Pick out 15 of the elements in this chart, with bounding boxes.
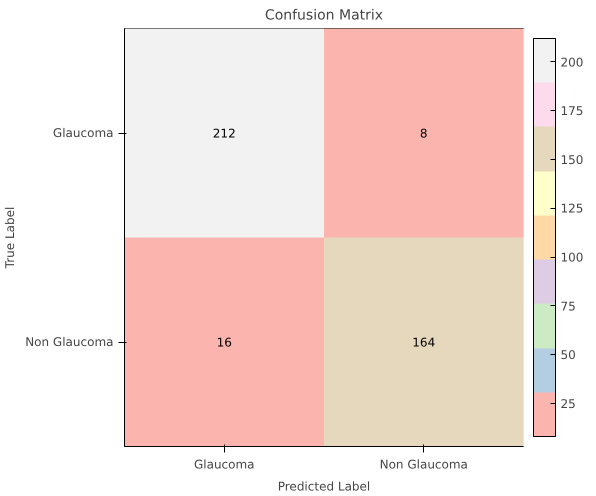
color-bar-label: 125 bbox=[560, 202, 584, 216]
y-axis-title: True Label bbox=[3, 206, 18, 270]
color-bar-label: 25 bbox=[560, 396, 576, 411]
color-bar-label: 100 bbox=[560, 250, 584, 265]
x-axis-title: Predicted Label bbox=[278, 480, 370, 494]
color-bar-label: 200 bbox=[560, 55, 584, 70]
color-bar-label: 75 bbox=[560, 299, 576, 314]
color-bar-label: 50 bbox=[560, 348, 576, 362]
color-bar-label: 150 bbox=[560, 152, 584, 167]
color-bar-label: 175 bbox=[560, 104, 584, 118]
chart-title: Confusion Matrix bbox=[264, 8, 384, 24]
data-label: 164 bbox=[412, 336, 436, 350]
data-label: 16 bbox=[216, 336, 232, 350]
data-label: 212 bbox=[212, 126, 236, 140]
data-label: 8 bbox=[420, 126, 428, 140]
